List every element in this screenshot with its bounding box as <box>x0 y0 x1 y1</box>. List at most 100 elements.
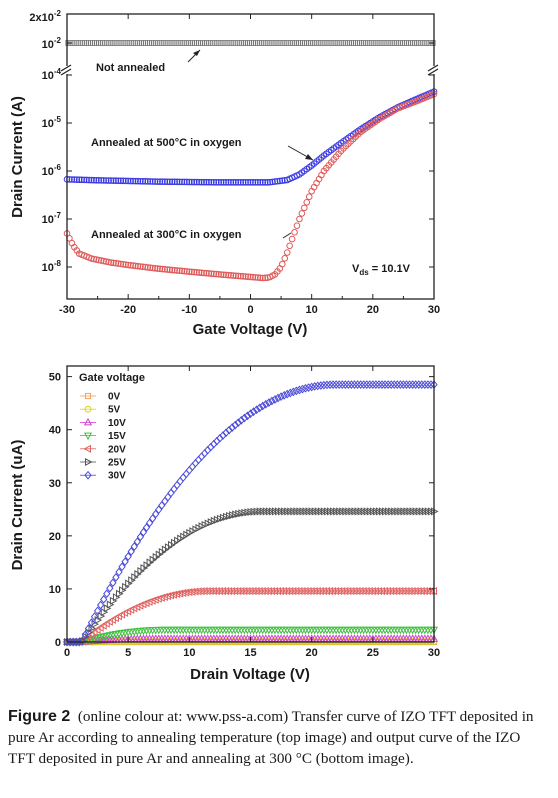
legend-label: 20V <box>108 444 126 455</box>
data-point <box>281 255 289 262</box>
data-point <box>127 177 134 185</box>
data-point <box>234 179 242 186</box>
y-tick-label: 10-8 <box>42 259 62 274</box>
data-point <box>220 271 227 279</box>
data-point <box>269 178 276 186</box>
x-tick-label: -20 <box>120 304 136 316</box>
data-point <box>75 637 83 647</box>
data-point <box>276 177 284 185</box>
x-tick-label: 10 <box>183 647 195 659</box>
data-point <box>149 264 156 272</box>
data-point <box>249 179 257 186</box>
data-point <box>107 177 115 184</box>
data-point <box>188 178 196 186</box>
axis-break-right <box>427 64 441 76</box>
x-tick-label: 30 <box>428 304 440 316</box>
data-point <box>132 262 139 270</box>
data-point <box>381 380 389 389</box>
data-point <box>194 455 203 465</box>
data-point <box>87 618 96 627</box>
data-point <box>205 178 213 186</box>
data-point <box>247 179 254 186</box>
data-point <box>393 380 401 389</box>
data-point <box>176 267 183 275</box>
data-point <box>157 593 165 602</box>
data-point <box>144 264 152 271</box>
data-point <box>265 398 273 407</box>
data-point <box>247 273 254 281</box>
data-point <box>124 261 132 269</box>
data-point <box>320 380 328 390</box>
data-point <box>122 261 130 268</box>
data-point <box>220 179 227 186</box>
data-point <box>127 262 134 269</box>
data-point <box>350 380 359 389</box>
legend-title: Gate voltage <box>79 372 145 384</box>
data-point <box>286 242 293 250</box>
data-point <box>356 380 365 389</box>
data-point <box>137 177 144 185</box>
data-point <box>405 380 414 389</box>
data-point <box>186 268 193 275</box>
data-point <box>156 178 164 185</box>
output-chart: 0 10 20 30 40 50 0 5 10 15 20 25 30 Drain Voltage (… <box>9 365 440 683</box>
data-point <box>234 272 242 280</box>
data-point <box>161 266 169 273</box>
output-legend: Gate voltage 0V 5V 10V 15V 20V 25V 30V <box>79 372 145 482</box>
data-point <box>203 178 210 186</box>
data-point <box>332 380 340 389</box>
data-point <box>148 514 157 523</box>
data-point <box>225 179 232 186</box>
data-point <box>215 271 222 278</box>
data-point <box>96 600 105 610</box>
data-point <box>78 176 85 184</box>
data-point <box>243 411 252 421</box>
data-point <box>80 176 88 184</box>
data-point <box>168 178 176 186</box>
data-point <box>166 591 174 600</box>
data-point <box>286 388 294 398</box>
data-point <box>217 179 225 186</box>
data-point <box>132 177 139 185</box>
y-tick-label: 2x10-2 <box>29 9 61 24</box>
output-plot-frame <box>66 365 435 643</box>
data-point <box>259 274 267 282</box>
data-point <box>144 178 152 185</box>
data-point <box>304 383 313 392</box>
data-point <box>222 271 230 279</box>
data-point <box>231 420 239 430</box>
transfer-chart: 2x10-2 10-2 10-4 10-5 10-6 10-7 10-8 -30… <box>9 9 441 338</box>
data-point <box>237 415 245 425</box>
data-point <box>146 264 154 271</box>
data-point <box>121 557 129 567</box>
data-point <box>102 177 110 184</box>
data-point <box>129 177 137 185</box>
data-point <box>210 270 218 278</box>
output-x-tick-labels: 0 5 10 15 20 25 30 <box>64 647 440 659</box>
y-tick-label: 10-5 <box>42 115 62 130</box>
data-point <box>103 589 111 599</box>
data-point <box>193 269 200 276</box>
series-0 <box>65 40 436 46</box>
data-point <box>390 380 398 389</box>
x-tick-label: 20 <box>306 647 318 659</box>
data-point <box>384 380 392 389</box>
data-point <box>184 588 193 597</box>
data-point <box>95 177 103 184</box>
output-y-axis-label: Drain Current (uA) <box>9 440 26 571</box>
data-point <box>242 179 249 186</box>
x-tick-label: 5 <box>125 647 131 659</box>
caption-label: Figure 2 <box>8 708 71 725</box>
legend-item: 15V <box>80 431 126 442</box>
legend-label: 0V <box>108 392 121 403</box>
data-point <box>408 380 417 389</box>
data-point <box>301 383 310 393</box>
data-point <box>88 176 95 184</box>
data-point <box>246 409 255 419</box>
data-point <box>259 179 267 186</box>
data-point <box>264 179 271 186</box>
data-point <box>195 269 203 276</box>
data-point <box>427 380 435 389</box>
data-point <box>212 270 220 278</box>
data-point <box>105 177 112 184</box>
